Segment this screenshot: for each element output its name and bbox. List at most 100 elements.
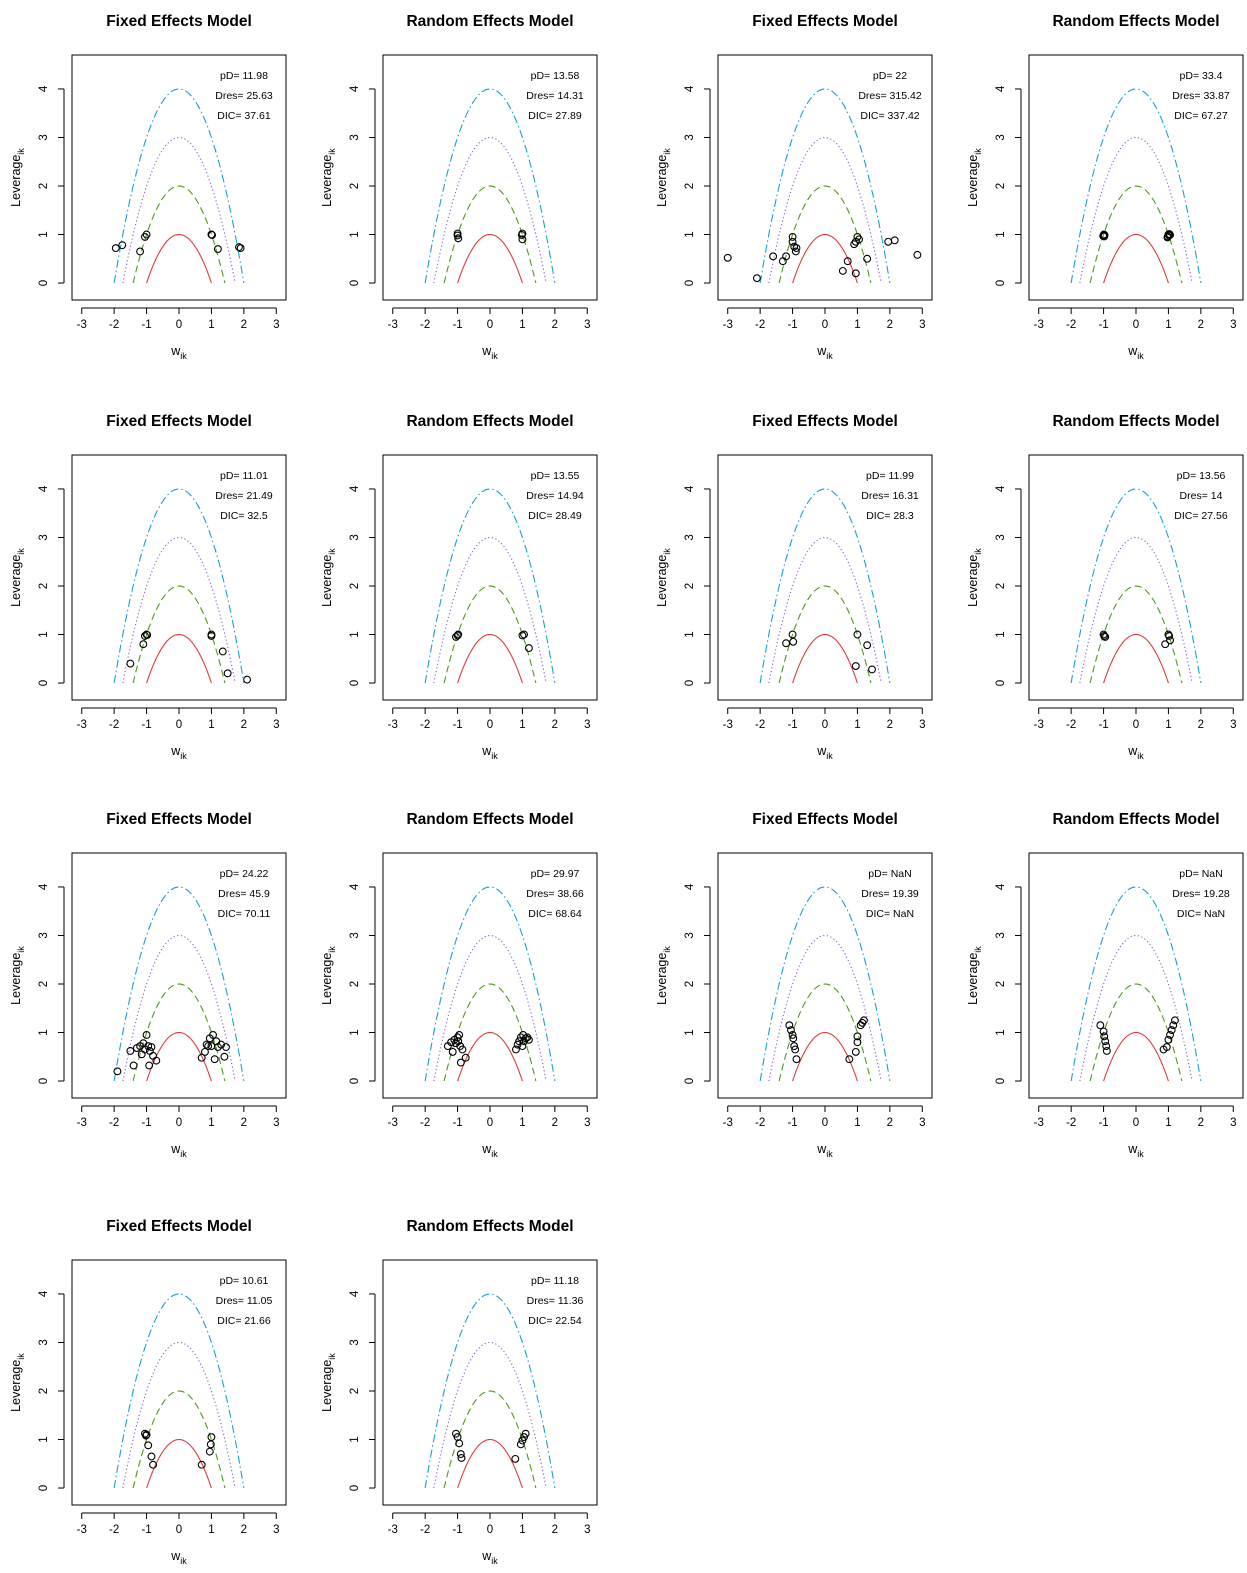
panel-5-stat-label: pD= 11.01 <box>220 470 268 482</box>
panel-2-curve-c2 <box>443 185 537 284</box>
panel-13-y-tick-label: 1 <box>38 1436 50 1442</box>
panel-12-data-point <box>1166 1030 1174 1039</box>
panel-14-data-point <box>456 1450 465 1459</box>
panel-7-x-label: wik <box>816 744 833 761</box>
panel-9-data-point <box>149 1051 158 1060</box>
panel-8-stat-label: Dres= 14 <box>1180 490 1223 502</box>
panel-6-y-label-sub: ik <box>327 548 337 555</box>
panel-1-y-tick-label: 1 <box>38 231 50 237</box>
panel-10-curve-c1 <box>457 1031 523 1082</box>
panel-1-data-point <box>213 245 222 254</box>
panel-11-y-label: Leverageik <box>655 946 672 1005</box>
panel-9-data-point <box>152 1056 161 1065</box>
panel-12-y-tick-label: 4 <box>995 883 1007 890</box>
panel-7-y-tick-label: 1 <box>684 631 696 637</box>
panel-5-x-tick-label: -3 <box>77 719 87 731</box>
panel-14-data-point <box>455 1439 464 1448</box>
panel-3-data-point <box>769 252 778 261</box>
panel-14-frame <box>382 1259 598 1506</box>
panel-2-y-tick-label: 1 <box>349 231 361 237</box>
panel-3-x-tick-label: 0 <box>822 319 828 331</box>
panel-10-x-label-main: w <box>481 1142 492 1156</box>
panel-12-x-tick-label: 0 <box>1133 1117 1139 1129</box>
panel-7-y-tick-label: 2 <box>684 583 696 589</box>
panel-1-x-tick-label: 0 <box>176 319 182 331</box>
panel-6-frame <box>382 454 598 701</box>
panel-1-stat-label: pD= 11.98 <box>220 70 268 82</box>
panel-14-y-tick-label: 0 <box>349 1485 361 1491</box>
panel-2-data-point <box>518 229 527 238</box>
panel-6-x-label-main: w <box>481 744 492 758</box>
panel-4-x-tick-label: 3 <box>1230 319 1236 331</box>
panel-10-x-tick-label: 3 <box>584 1117 590 1129</box>
panel-6-y-tick-label: 0 <box>349 680 361 686</box>
panel-12-data-point <box>1099 1027 1108 1036</box>
panel-8-data-point <box>1165 632 1174 640</box>
panel-11-data-point <box>859 1016 868 1025</box>
panel-14-x-label: wik <box>481 1549 498 1566</box>
panel-14-data-point <box>457 1453 466 1462</box>
panel-14-stat-label: DIC= 22.54 <box>528 1315 582 1327</box>
panel-3-y-tick-label: 3 <box>684 134 696 140</box>
panel-11-data-point <box>792 1055 801 1064</box>
panel-3-data-point <box>838 266 847 275</box>
panel-12-x-tick-label: 3 <box>1230 1117 1236 1129</box>
panel-2-y-tick-label: 4 <box>349 85 361 92</box>
panel-11-data-point <box>845 1055 854 1064</box>
panel-7-data-point <box>851 662 860 670</box>
panel-5-x-label: wik <box>170 744 187 761</box>
panel-5-x-tick-label: -2 <box>109 719 119 731</box>
panel-14-x-tick-label: -2 <box>420 1524 430 1536</box>
panel-11-frame <box>717 852 933 1099</box>
panel-12-x-tick-label: -3 <box>1034 1117 1044 1129</box>
panel-8-x-label-main: w <box>1127 744 1138 758</box>
panel-8: Random Effects Model-3 -2 -1 0 1 2 301234wikLe… <box>966 413 1244 761</box>
panel-7-x-tick-label: 1 <box>854 719 860 731</box>
panel-3-data-point <box>752 274 761 283</box>
panel-6-data-point <box>454 630 463 639</box>
panel-2-x-tick-label: -1 <box>452 319 462 331</box>
panel-13-x-tick-label: 3 <box>273 1524 279 1536</box>
panel-11-data-point <box>791 1045 800 1054</box>
panel-12-stat-label: pD= NaN <box>1179 868 1222 880</box>
panel-7-x-tick-label: -3 <box>723 719 733 731</box>
panel-7-x-tick-label: -1 <box>787 719 797 731</box>
panel-3-x-tick-label: -3 <box>723 319 733 331</box>
panel-12-y-label-sub: ik <box>973 946 983 953</box>
panel-3-y-tick-label: 1 <box>684 231 696 237</box>
panel-8-curve-c1 <box>1103 633 1169 684</box>
panel-5-curve-c4 <box>113 488 245 684</box>
panel-7-stat-label: Dres= 16.31 <box>861 490 919 502</box>
panel-9-data-point <box>144 1042 153 1051</box>
panel-8-frame <box>1028 454 1244 701</box>
panel-12-y-label-main: Leverage <box>966 953 980 1005</box>
panel-3-data-point <box>884 237 893 246</box>
panel-7-frame <box>717 454 933 701</box>
panel-2-stat-label: pD= 13.58 <box>531 70 580 82</box>
panel-5-curve-c1 <box>146 633 212 684</box>
panel-11-data-point <box>853 1038 862 1047</box>
panel-6-stat-label: pD= 13.55 <box>531 470 580 482</box>
panel-14-curve-c4 <box>424 1293 556 1489</box>
panel-3-curve-c1 <box>792 233 858 284</box>
panel-8-x-tick-label: 2 <box>1198 719 1204 731</box>
panel-10-frame <box>382 852 598 1099</box>
panel-3-x-label-sub: ik <box>826 351 833 361</box>
panel-6-title: Random Effects Model <box>406 413 573 430</box>
panel-12-x-label: wik <box>1127 1142 1144 1159</box>
panel-6-y-tick-label: 2 <box>349 583 361 589</box>
panel-9-data-point <box>147 1043 156 1052</box>
panel-3-data-point <box>723 253 732 262</box>
panel-3: Fixed Effects Model-3 -2 -1 0 1 2 301234wikLev… <box>655 13 933 361</box>
panel-10-y-tick-label: 4 <box>349 883 361 890</box>
panel-11-y-tick-label: 3 <box>684 932 696 938</box>
panel-12-y-tick-label: 3 <box>995 932 1007 938</box>
panel-10-curve-c4 <box>424 886 556 1082</box>
panel-2-x-tick-label: 0 <box>487 319 493 331</box>
panel-3-data-point <box>791 247 800 256</box>
panel-2-frame <box>382 54 598 301</box>
panel-13-x-tick-label: -1 <box>141 1524 151 1536</box>
panel-14-stat-label: Dres= 11.36 <box>527 1295 584 1307</box>
panel-8-y-tick-label: 4 <box>995 485 1007 492</box>
